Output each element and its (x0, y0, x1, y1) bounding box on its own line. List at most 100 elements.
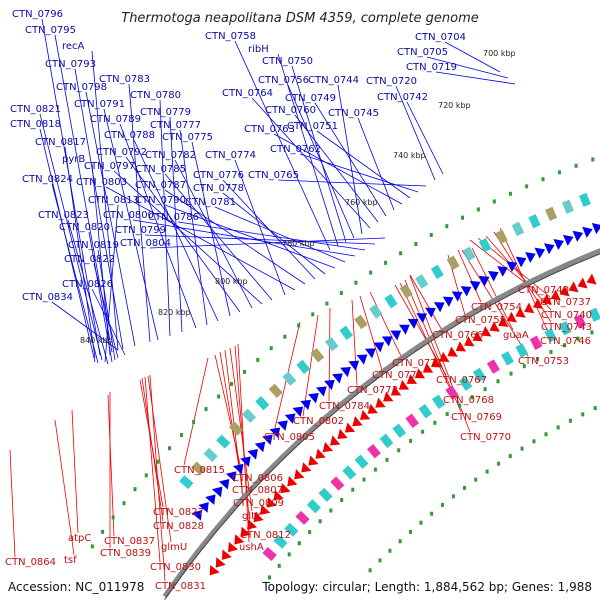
gene-label-forward: CTN_0834 (22, 292, 73, 303)
reverse-gene-arrow (322, 441, 333, 453)
genome-tracks (90, 157, 600, 600)
leader-line (234, 40, 331, 251)
gene-label-reverse: CTN_0748 (518, 285, 569, 296)
tick-label: 800 kbp (215, 277, 248, 286)
leader-line (105, 186, 296, 291)
track-dot (440, 502, 444, 507)
forward-gene-arrow (442, 296, 454, 307)
gene-labels: CTN_0796CTN_0795recACTN_0793CTN_0798CTN_… (5, 9, 592, 592)
track-dot (101, 529, 105, 534)
cog-block (515, 343, 529, 358)
reverse-gene-arrow (234, 534, 245, 545)
reverse-gene-arrow (215, 557, 226, 568)
gene-label-reverse: guaA (503, 330, 529, 341)
cog-block (241, 408, 257, 423)
leader-line (51, 301, 119, 351)
track-dot (593, 406, 597, 411)
reverse-gene-arrow (221, 549, 232, 560)
gene-label-reverse: CTN_0837 (104, 536, 155, 547)
leader-line (273, 133, 403, 205)
reverse-gene-arrow (260, 504, 271, 515)
track-dot (458, 403, 462, 408)
leader-line (357, 117, 395, 211)
gene-label-reverse: CTN_0805 (264, 432, 315, 443)
gene-label-reverse: CTN_0740 (541, 310, 592, 321)
cog-block (273, 534, 288, 549)
reverse-gene-arrow (287, 476, 298, 487)
gene-label-forward: CTN_0782 (145, 150, 196, 161)
forward-gene-arrow (478, 275, 490, 287)
track-dot (354, 280, 358, 285)
leader-line (183, 357, 209, 466)
reverse-gene-arrow (472, 331, 483, 342)
forward-gene-arrow (506, 261, 518, 273)
track-dot (430, 511, 434, 516)
forward-gene-arrow (348, 360, 360, 371)
cog-block (262, 547, 277, 561)
gene-label-forward: CTN_0705 (397, 47, 448, 58)
reverse-gene-arrow (330, 435, 341, 446)
reverse-gene-arrow (541, 293, 552, 305)
track-dot (556, 425, 560, 430)
forward-gene-arrow (356, 354, 368, 365)
cog-block (268, 383, 283, 398)
gene-label-forward: CTN_0796 (12, 9, 63, 20)
gene-label-forward: CTN_0765 (248, 170, 299, 181)
reverse-gene-arrow (586, 273, 597, 285)
track-dot (433, 420, 437, 425)
gene-label-reverse: CTN_0831 (155, 581, 206, 592)
reverse-gene-arrow (406, 374, 418, 384)
reverse-gene-arrow (383, 391, 394, 402)
reverse-gene-arrow (568, 281, 579, 293)
leader-line (133, 139, 219, 322)
cog-block (342, 465, 357, 480)
track-dot (351, 487, 355, 492)
track-dot (408, 529, 412, 534)
forward-gene-arrow (582, 226, 593, 238)
gene-label-reverse: ushA (239, 542, 264, 553)
cog-block (459, 376, 473, 391)
leader-line (222, 192, 326, 275)
gene-label-forward: CTN_0789 (90, 114, 141, 125)
reverse-gene-arrow (315, 448, 326, 459)
track-dot (445, 224, 449, 229)
track-dot (204, 407, 208, 412)
track-dot (111, 515, 115, 520)
reverse-gene-arrow (464, 336, 475, 347)
gene-label-forward: CTN_0742 (377, 92, 428, 103)
reverse-gene-arrow (439, 351, 450, 362)
forward-gene-arrow (373, 342, 385, 353)
forward-gene-arrow (460, 286, 472, 297)
leader-line (103, 108, 159, 341)
track-dot (508, 191, 512, 196)
track-dot (522, 364, 526, 369)
gene-label-forward: CTN_0813 (88, 195, 139, 206)
gene-label-forward: CTN_0704 (415, 32, 466, 43)
gene-label-reverse: CTN_0812 (240, 530, 291, 541)
leader-line (179, 129, 208, 326)
gene-label-forward: CTN_0818 (10, 119, 61, 130)
cog-block (446, 255, 460, 270)
cog-block (324, 336, 339, 352)
track-dot (532, 439, 536, 444)
tick-label: 840 kbp (80, 336, 113, 345)
gene-label-forward: recA (62, 41, 85, 52)
gene-label-forward: CTN_0800 (103, 210, 154, 221)
forward-gene-arrow (572, 230, 584, 242)
leader-line (337, 84, 363, 235)
leader-line (71, 409, 79, 534)
gene-label-forward: CTN_0758 (205, 31, 256, 42)
tick-label: 700 kbp (483, 49, 516, 58)
gene-label-reverse: gltX (242, 511, 262, 522)
leader-line (351, 299, 358, 386)
gene-label-forward: CTN_0819 (68, 240, 119, 251)
reverse-gene-arrow (337, 428, 348, 440)
cog-block (478, 238, 492, 253)
reverse-gene-arrow (273, 490, 284, 501)
track-dot (277, 563, 281, 568)
genome-backbone (162, 248, 600, 599)
leader-line (85, 91, 136, 347)
topology-text: Topology: circular; Length: 1,884,562 bp… (262, 580, 592, 594)
forward-gene-arrow (277, 420, 288, 431)
